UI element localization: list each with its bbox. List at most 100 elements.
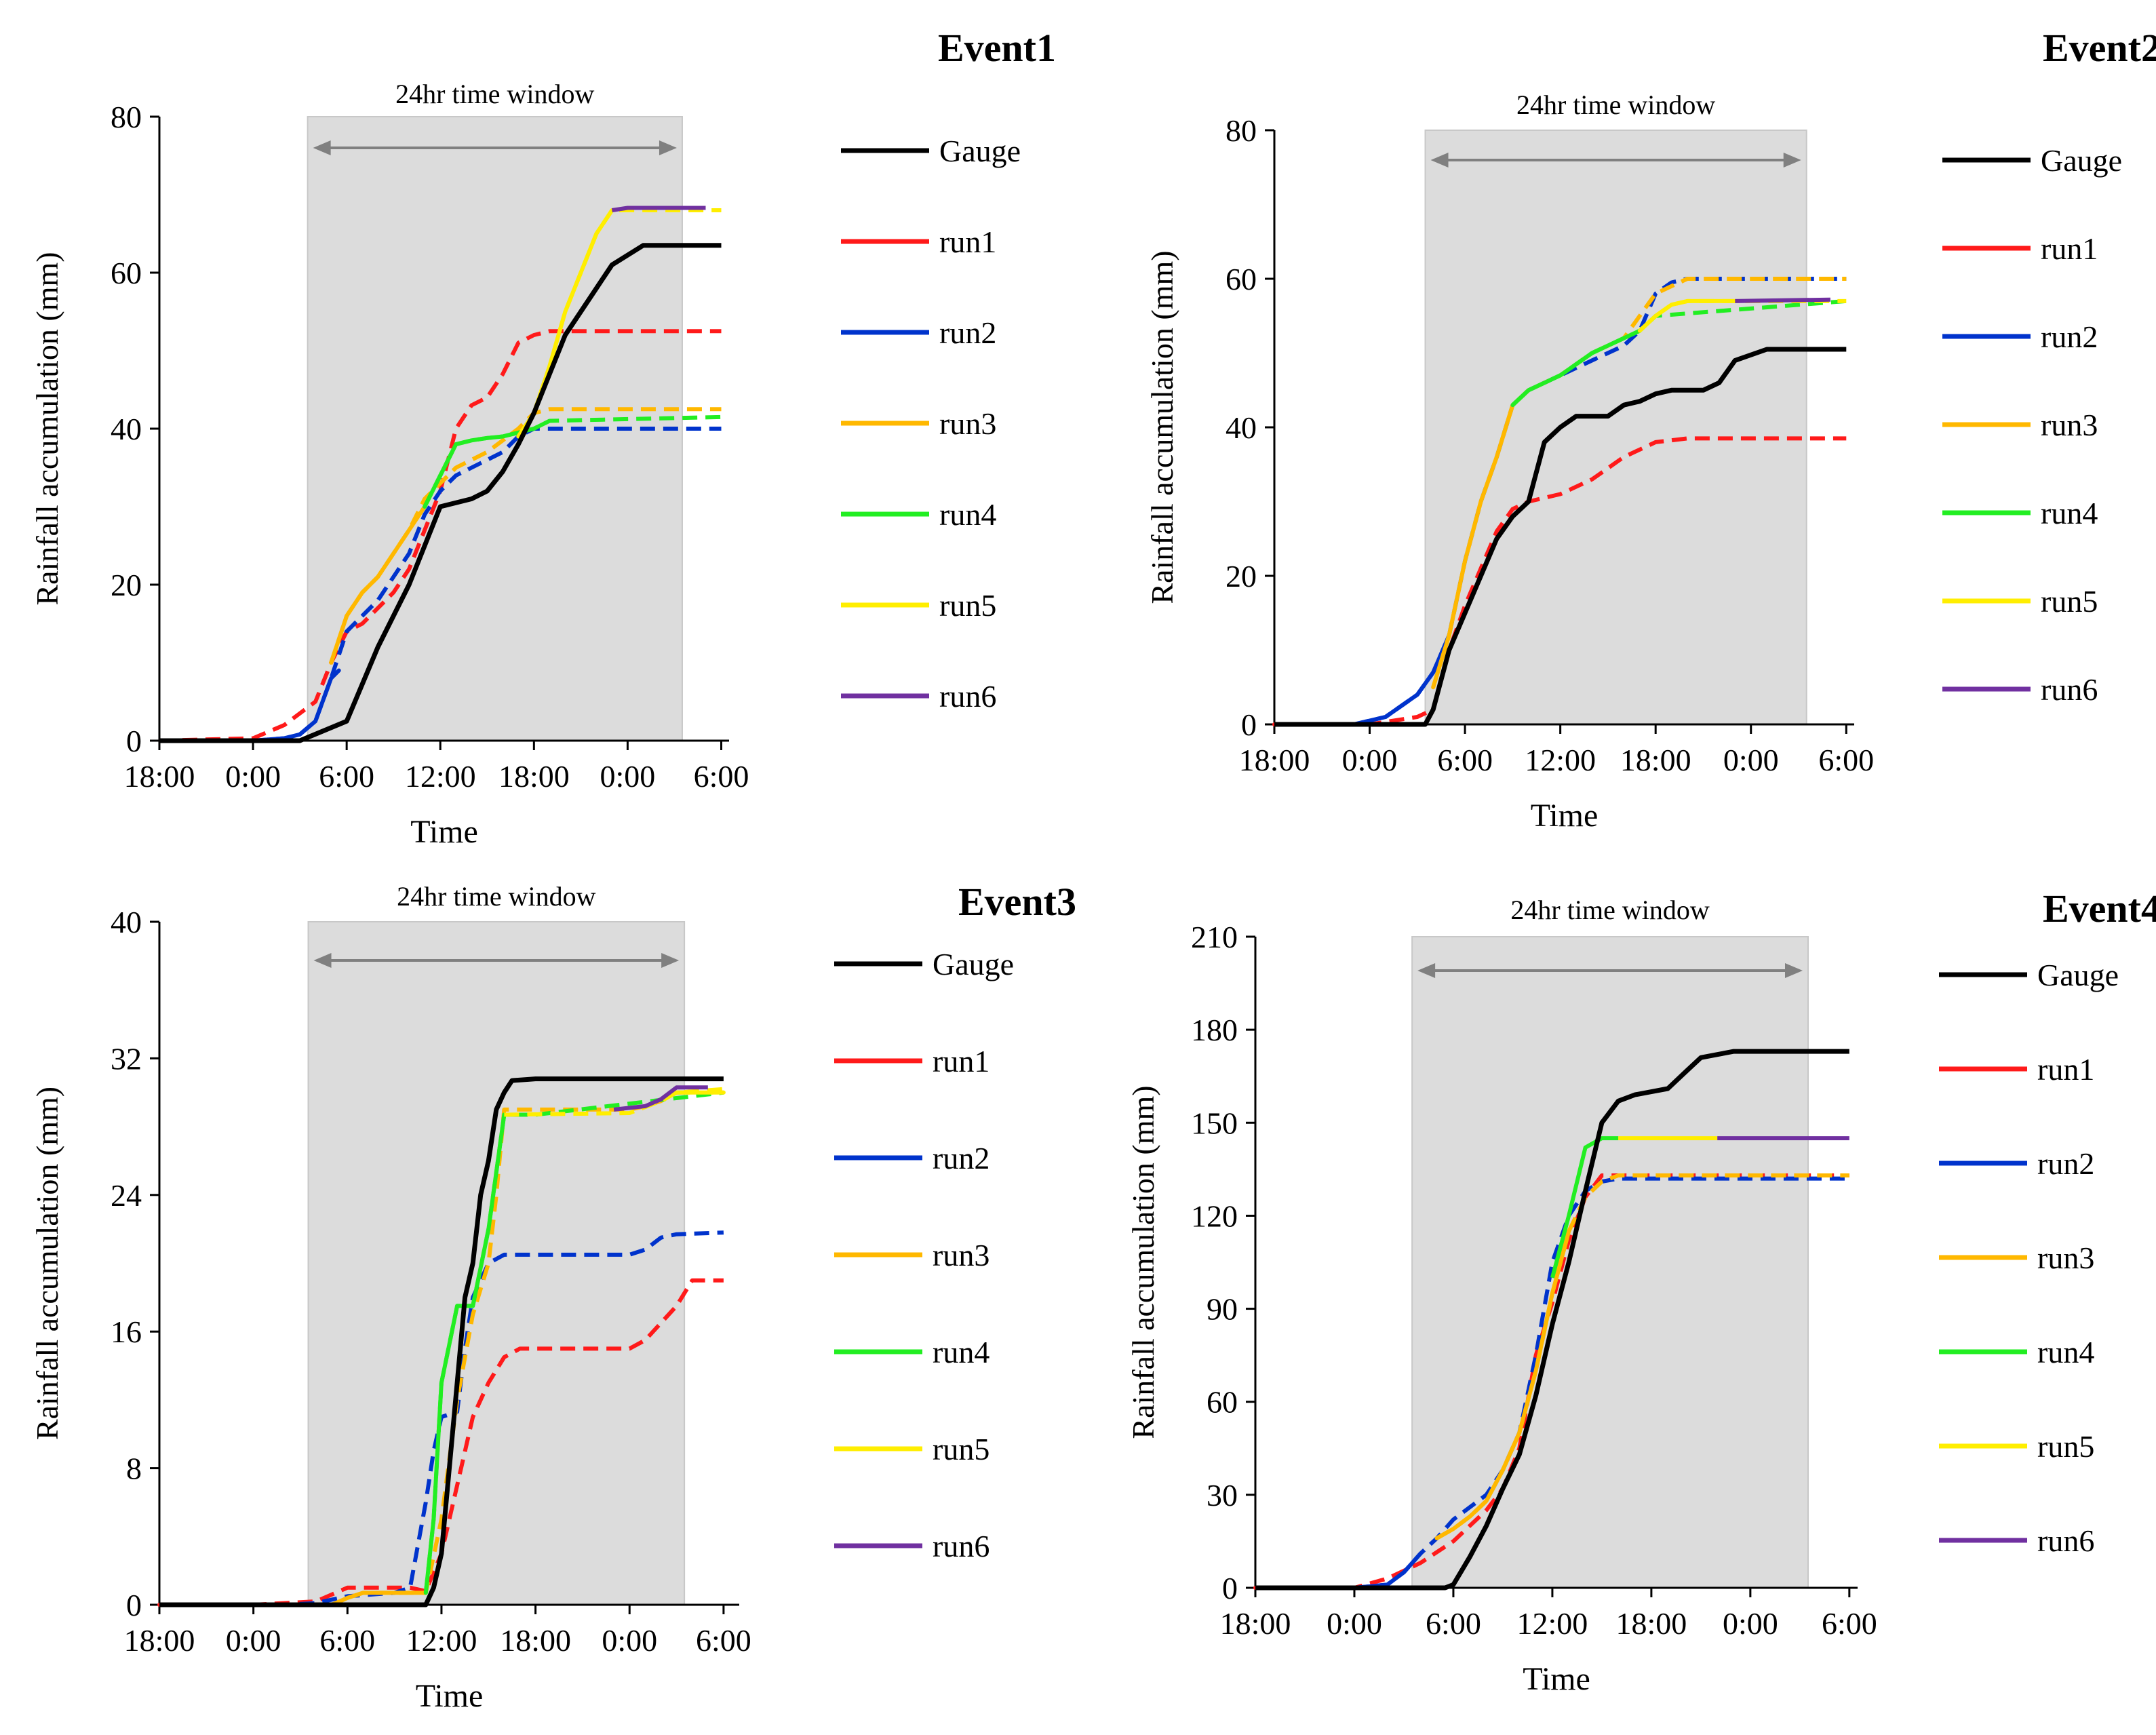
chart-event2: 24hr time window 0 20 40 60 80 18:00 0:00 6:00 12… <box>1078 0 2156 868</box>
legend-label: run4 <box>2037 1335 2094 1369</box>
y-tick-label: 0 <box>1241 707 1257 742</box>
legend-label: run2 <box>2037 1146 2094 1181</box>
y-axis-label: Rainfall accumulation (mm) <box>30 252 64 605</box>
series-line-solid-run4 <box>1510 328 1642 408</box>
legend-item: run3 <box>834 1238 989 1272</box>
x-axis-label: Time <box>410 814 478 850</box>
arrow-right-head-icon <box>659 140 677 155</box>
series-line-solid-run3 <box>330 1591 428 1607</box>
legend-label: run2 <box>2041 319 2098 354</box>
chart-svg: 24hr time window 0 20 40 60 80 18:00 0:00 6:00 12… <box>30 26 1056 850</box>
y-tick-label: 40 <box>111 412 142 446</box>
legend-item: Gauge <box>1942 143 2122 178</box>
legend-label: run3 <box>2037 1241 2094 1275</box>
chart-event3: 24hr time window 0 8 16 24 32 40 18:00 0:00 6:00 1… <box>0 868 1078 1735</box>
legend-label: run2 <box>939 315 996 350</box>
series-line-gauge <box>159 1076 724 1607</box>
x-tick-label: 18:00 <box>1620 743 1691 777</box>
series-line-solid-run3 <box>1434 1229 1571 1540</box>
legend-label: run5 <box>933 1432 989 1466</box>
y-tick-label: 20 <box>111 568 142 602</box>
y-tick-label: 180 <box>1191 1013 1238 1047</box>
y-tick-label: 80 <box>111 100 142 134</box>
legend-item: run1 <box>834 1044 989 1078</box>
series-line-run4 <box>1550 1136 1619 1279</box>
time-window-band <box>307 921 686 1605</box>
x-axis-label: Time <box>1531 798 1599 834</box>
series-line-gauge <box>1255 1049 1849 1591</box>
x-tick-label: 0:00 <box>226 1623 281 1658</box>
legend-label: run5 <box>939 588 996 623</box>
x-tick-label: 18:00 <box>1220 1606 1291 1641</box>
x-tick-label: 6:00 <box>1822 1606 1877 1641</box>
y-tick-label: 0 <box>126 724 142 758</box>
y-tick-label: 0 <box>126 1588 142 1622</box>
legend-label: run1 <box>933 1044 989 1078</box>
legend-label: run1 <box>2041 231 2098 266</box>
y-tick-label: 120 <box>1191 1198 1238 1233</box>
x-tick-label: 0:00 <box>1723 743 1779 777</box>
chart-title: Event4 <box>2043 886 2156 931</box>
x-tick-label: 6:00 <box>696 1623 751 1658</box>
time-window-label: 24hr time window <box>397 881 595 912</box>
legend-label: run4 <box>933 1335 989 1369</box>
series-run5 <box>504 1087 726 1117</box>
series-gauge <box>159 243 722 743</box>
arrow-left-head-icon <box>313 953 332 968</box>
x-tick-label: 12:00 <box>1525 743 1596 777</box>
y-tick-label: 30 <box>1207 1478 1238 1513</box>
series-line-run1 <box>159 1278 724 1607</box>
legend-label: run6 <box>933 1529 989 1563</box>
x-tick-label: 0:00 <box>1327 1606 1382 1641</box>
arrow-right-head-icon <box>661 953 680 968</box>
series-run6 <box>613 1085 708 1112</box>
legend-item: run6 <box>834 1529 989 1563</box>
chart-svg: 24hr time window 0 8 16 24 32 40 18:00 0:00 6:00 1… <box>30 880 1076 1714</box>
time-window-label: 24hr time window <box>1510 895 1709 925</box>
legend-item: run6 <box>1942 672 2098 707</box>
series-line-run3 <box>1436 1173 1849 1540</box>
legend-label: run4 <box>939 497 996 532</box>
x-tick-label: 18:00 <box>124 1623 195 1658</box>
series-gauge <box>1274 347 1847 727</box>
legend-label: run3 <box>933 1238 989 1272</box>
legend-label: run4 <box>2041 496 2098 530</box>
legend-item: run3 <box>1939 1241 2094 1275</box>
y-tick-label: 40 <box>1226 410 1257 445</box>
series-line-run1 <box>159 329 722 743</box>
legend-item: run4 <box>841 497 996 532</box>
series-gauge <box>1255 1049 1849 1591</box>
x-axis-label: Time <box>1523 1661 1590 1697</box>
legend-label: Gauge <box>939 134 1021 168</box>
y-tick-label: 210 <box>1191 920 1238 954</box>
legend-item: Gauge <box>1939 958 2119 992</box>
legend-label: Gauge <box>2037 958 2119 992</box>
legend-label: Gauge <box>2041 143 2122 178</box>
x-tick-label: 6:00 <box>1818 743 1874 777</box>
y-tick-label: 32 <box>111 1041 142 1076</box>
legend-item: run5 <box>1939 1429 2094 1464</box>
x-tick-label: 0:00 <box>1342 743 1398 777</box>
x-tick-label: 6:00 <box>319 1623 375 1658</box>
arrow-left-head-icon <box>313 140 331 155</box>
legend-item: run3 <box>841 406 996 441</box>
x-tick-label: 12:00 <box>1517 1606 1588 1641</box>
x-tick-label: 18:00 <box>500 1623 571 1658</box>
y-tick-label: 60 <box>1207 1385 1238 1420</box>
legend-label: Gauge <box>933 947 1014 981</box>
y-tick-label: 0 <box>1222 1571 1238 1605</box>
legend-item: run4 <box>834 1335 989 1369</box>
y-tick-label: 80 <box>1226 113 1257 148</box>
y-tick-label: 24 <box>111 1178 142 1213</box>
legend-label: run6 <box>939 679 996 714</box>
legend-label: run5 <box>2037 1429 2094 1464</box>
x-tick-label: 12:00 <box>405 759 476 794</box>
y-tick-label: 90 <box>1207 1292 1238 1327</box>
legend-label: run3 <box>2041 408 2098 442</box>
legend-label: run1 <box>939 225 996 259</box>
arrow-left-head-icon <box>1430 153 1449 168</box>
legend-item: run4 <box>1939 1335 2094 1369</box>
series-run2 <box>1352 277 1847 726</box>
legend-item: run6 <box>841 679 996 714</box>
